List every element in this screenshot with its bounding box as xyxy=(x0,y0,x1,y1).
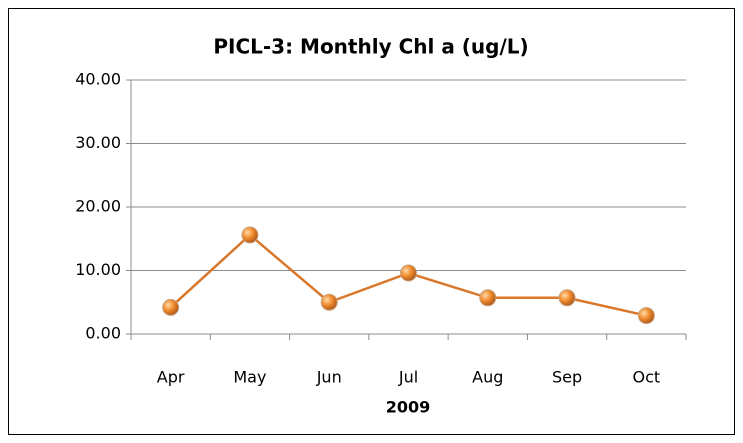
data-point xyxy=(320,293,338,311)
x-axis-label: 2009 xyxy=(386,398,431,417)
data-point xyxy=(637,307,655,325)
data-point xyxy=(241,226,259,244)
x-tick-label: Sep xyxy=(552,368,582,387)
x-tick-label: Jul xyxy=(398,368,418,387)
y-tick-label: 30.00 xyxy=(75,133,121,152)
data-point xyxy=(400,264,417,282)
data-point xyxy=(479,289,497,307)
y-tick-label: 40.00 xyxy=(75,70,121,89)
y-tick-label: 10.00 xyxy=(75,260,121,279)
x-tick-label: Jun xyxy=(316,368,342,387)
x-tick-label: Apr xyxy=(157,368,185,387)
data-point xyxy=(558,289,576,307)
chart-title: PICL-3: Monthly Chl a (ug/L) xyxy=(213,35,528,59)
x-tick-label: May xyxy=(233,368,266,387)
y-tick-label: 20.00 xyxy=(75,197,121,216)
x-tick-label: Oct xyxy=(633,368,661,387)
x-tick-label: Aug xyxy=(472,368,503,387)
y-tick-label: 0.00 xyxy=(85,324,121,343)
data-point xyxy=(162,298,180,316)
